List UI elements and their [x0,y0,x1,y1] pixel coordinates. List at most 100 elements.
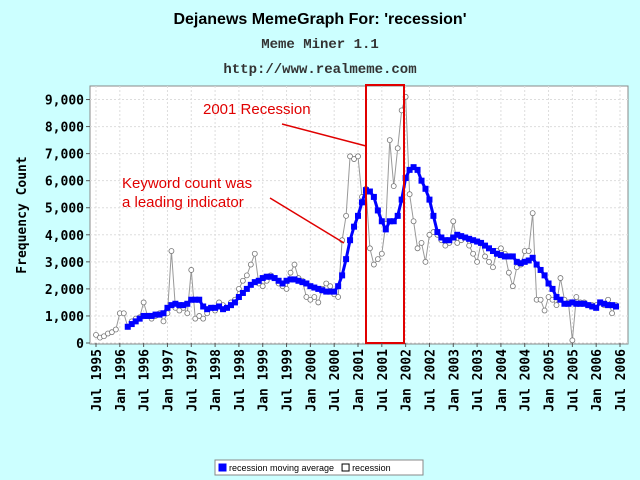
data-point [370,261,377,268]
data-point [509,253,516,260]
y-tick-label: 7,000 [45,148,84,163]
data-point [347,153,353,160]
data-point [557,296,564,303]
y-tick-label: 2,000 [45,283,84,298]
data-point [271,275,278,282]
data-point [355,153,361,160]
x-tick-label: Jan 1996 [114,349,129,412]
data-point [553,294,560,301]
data-point [160,318,167,325]
data-point [196,296,203,303]
data-point [450,218,457,225]
data-point [513,258,520,265]
data-point [235,294,242,301]
data-point [319,287,326,294]
data-point [184,300,191,307]
data-point [120,310,127,317]
data-point [323,280,330,287]
data-point [398,196,405,203]
data-point [490,264,496,271]
arrow [281,123,367,147]
x-tick-label: Jan 1998 [209,349,224,412]
data-point [212,304,219,311]
x-tick-label: Jul 2002 [423,349,438,412]
data-point [156,311,163,318]
data-point [93,331,99,338]
data-point [394,212,401,219]
y-tick-label: 8,000 [45,121,84,136]
data-point [402,174,409,181]
data-point [593,304,600,311]
legend-label: recession [352,463,391,473]
data-point [259,283,266,290]
data-point [386,137,393,144]
data-point [367,245,373,252]
data-point [509,283,516,290]
data-point [537,266,544,273]
data-point [259,275,266,282]
x-tick-label: Jan 2004 [495,349,510,412]
data-point [287,269,294,276]
legend-swatch [218,463,227,472]
data-point [434,229,441,236]
data-point [482,242,489,249]
data-point [267,273,274,280]
data-point [406,191,413,198]
data-point [422,185,429,192]
y-axis-label: Frequency Count [15,156,30,273]
data-point [549,285,556,292]
data-point [140,312,147,319]
data-point [541,307,548,314]
data-point [410,164,417,171]
x-tick-label: Jul 1999 [281,349,296,412]
data-point [374,207,381,214]
data-point [180,302,187,309]
data-point [382,226,389,233]
data-point [553,302,560,309]
x-tick-label: Jul 2001 [376,349,391,412]
data-point [351,156,357,162]
data-point [454,240,461,246]
data-point [378,250,385,257]
data-point [450,234,457,241]
data-point [386,218,393,225]
data-point [486,258,492,265]
marks [90,86,628,344]
data-point [335,283,342,290]
x-tick-label: Jul 1997 [185,349,200,412]
data-point [136,315,143,322]
data-point [279,280,286,287]
data-point [378,218,385,225]
y-tick-label: 5,000 [45,202,84,217]
data-point [358,199,365,206]
data-point [204,306,211,313]
x-tick-label: Jul 1996 [138,349,153,412]
data-point [470,237,477,244]
x-tick-label: Jul 2004 [519,349,534,412]
data-point [493,250,500,257]
data-point [537,296,544,303]
data-point [101,333,107,340]
data-point [406,166,413,173]
data-point [347,237,354,244]
data-point [613,303,620,310]
data-point [505,253,512,260]
data-point [541,272,548,279]
data-point [132,318,139,325]
data-point [605,302,612,309]
data-point [315,299,322,306]
annotation: Keyword count was [122,175,252,192]
x-tick-label: Jul 2000 [328,349,343,412]
data-point [152,311,159,318]
data-point [521,258,528,265]
data-point [565,300,572,307]
data-point [339,272,346,279]
y-tick-label: 1,000 [45,310,84,325]
data-point [466,235,473,242]
data-point [239,277,246,284]
data-point [573,294,580,300]
data-point [533,261,540,268]
data-point [545,294,552,300]
data-point [573,300,580,307]
